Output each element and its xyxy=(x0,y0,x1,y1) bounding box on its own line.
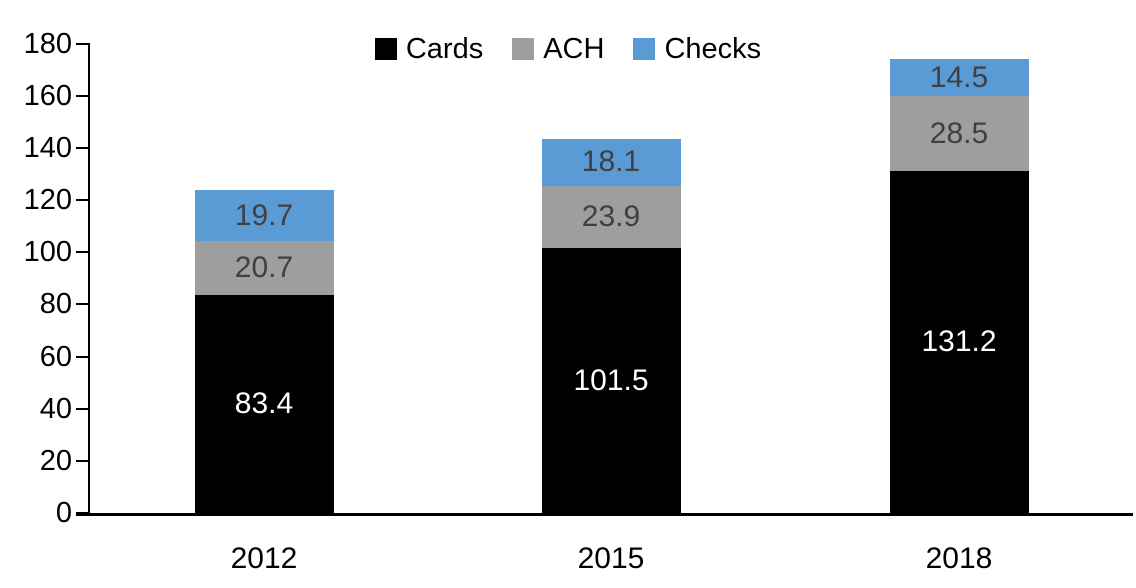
chart-legend: Cards ACH Checks xyxy=(0,33,1136,65)
legend-swatch-icon xyxy=(512,38,535,60)
legend-label: ACH xyxy=(543,33,605,65)
y-axis-tick-label: 0 xyxy=(55,497,72,529)
legend-item-checks: Checks xyxy=(633,33,761,65)
y-axis-tick-label: 160 xyxy=(23,79,72,112)
bar-segment-2018-checks: 14.5 xyxy=(889,58,1029,97)
y-axis-tick-label: 140 xyxy=(23,131,72,164)
bar-value-label: 19.7 xyxy=(234,198,294,232)
y-axis-tick xyxy=(76,407,89,410)
y-axis-tick-label: 100 xyxy=(23,236,72,269)
y-axis-tick xyxy=(76,42,89,45)
y-axis-tick-label: 80 xyxy=(39,288,72,321)
y-axis-tick xyxy=(76,199,89,201)
bar-segment-2015-checks: 18.1 xyxy=(541,138,681,186)
bar-value-label: 28.5 xyxy=(929,116,989,150)
bar-value-label: 14.5 xyxy=(929,60,989,94)
bar-segment-2012-ach: 20.7 xyxy=(194,241,334,296)
x-axis-category-label: 2012 xyxy=(230,542,298,575)
bar-segment-2012-checks: 19.7 xyxy=(194,190,334,242)
y-axis-tick-label: 60 xyxy=(39,340,72,373)
bar-segment-2015-ach: 23.9 xyxy=(541,185,681,249)
bar-segment-2015-cards: 101.5 xyxy=(541,248,681,513)
bar-value-label: 20.7 xyxy=(234,251,294,285)
legend-label: Checks xyxy=(664,33,762,65)
y-axis-tick xyxy=(76,146,89,149)
bar-value-label: 18.1 xyxy=(581,145,641,179)
y-axis-tick-label: 180 xyxy=(23,27,72,60)
legend-swatch-icon xyxy=(633,38,656,60)
bar-value-label: 131.2 xyxy=(921,324,997,358)
y-axis-tick xyxy=(76,355,89,358)
bar-segment-2018-cards: 131.2 xyxy=(889,170,1029,513)
y-axis-tick xyxy=(76,303,89,306)
y-axis-line xyxy=(88,43,90,515)
legend-item-cards: Cards xyxy=(374,33,484,65)
bar-value-label: 83.4 xyxy=(234,387,294,421)
bar-segment-2018-ach: 28.5 xyxy=(889,96,1029,171)
y-axis-tick-label: 20 xyxy=(39,444,72,477)
x-axis-category-label: 2018 xyxy=(925,542,993,575)
x-axis-category-label: 2015 xyxy=(577,542,645,575)
bar-value-label: 23.9 xyxy=(581,200,641,234)
y-axis-tick xyxy=(76,94,89,97)
y-axis-tick-label: 120 xyxy=(23,184,72,216)
bar-segment-2012-cards: 83.4 xyxy=(194,295,334,513)
y-axis-tick-label: 40 xyxy=(39,392,72,425)
bar-value-label: 101.5 xyxy=(573,363,649,397)
legend-item-ach: ACH xyxy=(512,33,604,65)
y-axis-tick xyxy=(76,251,89,254)
x-axis-line xyxy=(76,513,1133,516)
y-axis-tick xyxy=(76,459,89,462)
legend-label: Cards xyxy=(405,33,484,65)
y-axis-tick xyxy=(76,512,89,514)
legend-swatch-icon xyxy=(374,38,397,60)
